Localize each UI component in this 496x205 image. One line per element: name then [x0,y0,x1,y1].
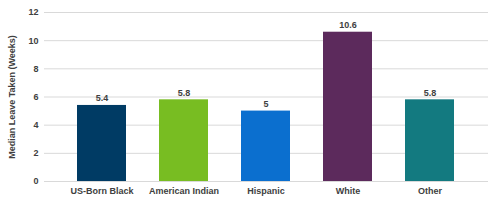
svg-text:0: 0 [33,176,38,186]
svg-text:6: 6 [33,92,38,102]
svg-text:Median Leave Taken (Weeks): Median Leave Taken (Weeks) [7,35,17,159]
svg-text:American Indian: American Indian [149,186,219,196]
svg-text:5.8: 5.8 [424,88,437,98]
svg-text:US-Born Black: US-Born Black [70,186,134,196]
svg-text:10.6: 10.6 [339,20,357,30]
svg-text:2: 2 [33,148,38,158]
svg-text:8: 8 [33,64,38,74]
svg-text:White: White [336,186,361,196]
svg-text:Other: Other [418,186,443,196]
svg-text:10: 10 [28,36,38,46]
svg-text:Hispanic: Hispanic [247,186,285,196]
svg-text:5.8: 5.8 [178,88,191,98]
svg-text:4: 4 [33,120,38,130]
svg-text:5.4: 5.4 [96,93,109,103]
svg-text:12: 12 [28,7,38,17]
svg-text:5: 5 [263,99,268,109]
